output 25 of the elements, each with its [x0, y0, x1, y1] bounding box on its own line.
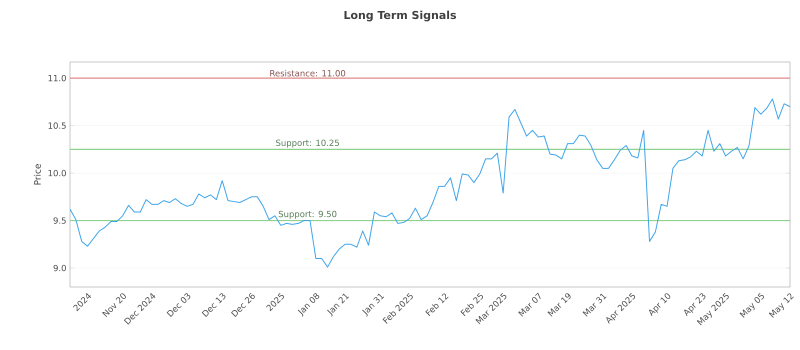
x-tick-label: Dec 13 — [202, 293, 226, 317]
x-tick-label: Feb 25 — [460, 293, 484, 316]
y-tick-label: 11.0 — [48, 74, 66, 82]
x-tick-label: Jan 31 — [362, 294, 384, 317]
x-tick-label: Mar 07 — [518, 292, 541, 317]
x-tick-label: Feb 12 — [425, 293, 449, 316]
y-axis-title: Price — [34, 164, 41, 185]
x-tick-label: Jan 21 — [327, 294, 350, 317]
x-tick-label: Jan 08 — [298, 293, 320, 317]
x-tick-label: Apr 23 — [684, 293, 706, 316]
y-tick-label: 9.0 — [54, 264, 66, 272]
x-tick-label: Dec 03 — [166, 293, 190, 317]
x-tick-label: Nov 20 — [102, 293, 126, 318]
chart-title: Long Term Signals — [344, 10, 456, 22]
ref-line-label: Support: 9.50 — [278, 210, 336, 219]
line-series — [70, 98, 790, 268]
x-tick-label: Mar 19 — [547, 293, 571, 317]
ref-line-label: Resistance: 11.00 — [270, 70, 346, 76]
ref-line-label: Support: 10.25 — [276, 140, 339, 148]
x-tick-label: Mar 31 — [582, 294, 607, 317]
x-tick-label: Dec 26 — [231, 292, 255, 317]
y-tick-label: 10.0 — [48, 170, 66, 176]
y-tick-label: 10.5 — [48, 122, 66, 129]
x-tick-label: Apr 10 — [649, 293, 670, 316]
y-tick-label: 9.5 — [54, 217, 66, 224]
